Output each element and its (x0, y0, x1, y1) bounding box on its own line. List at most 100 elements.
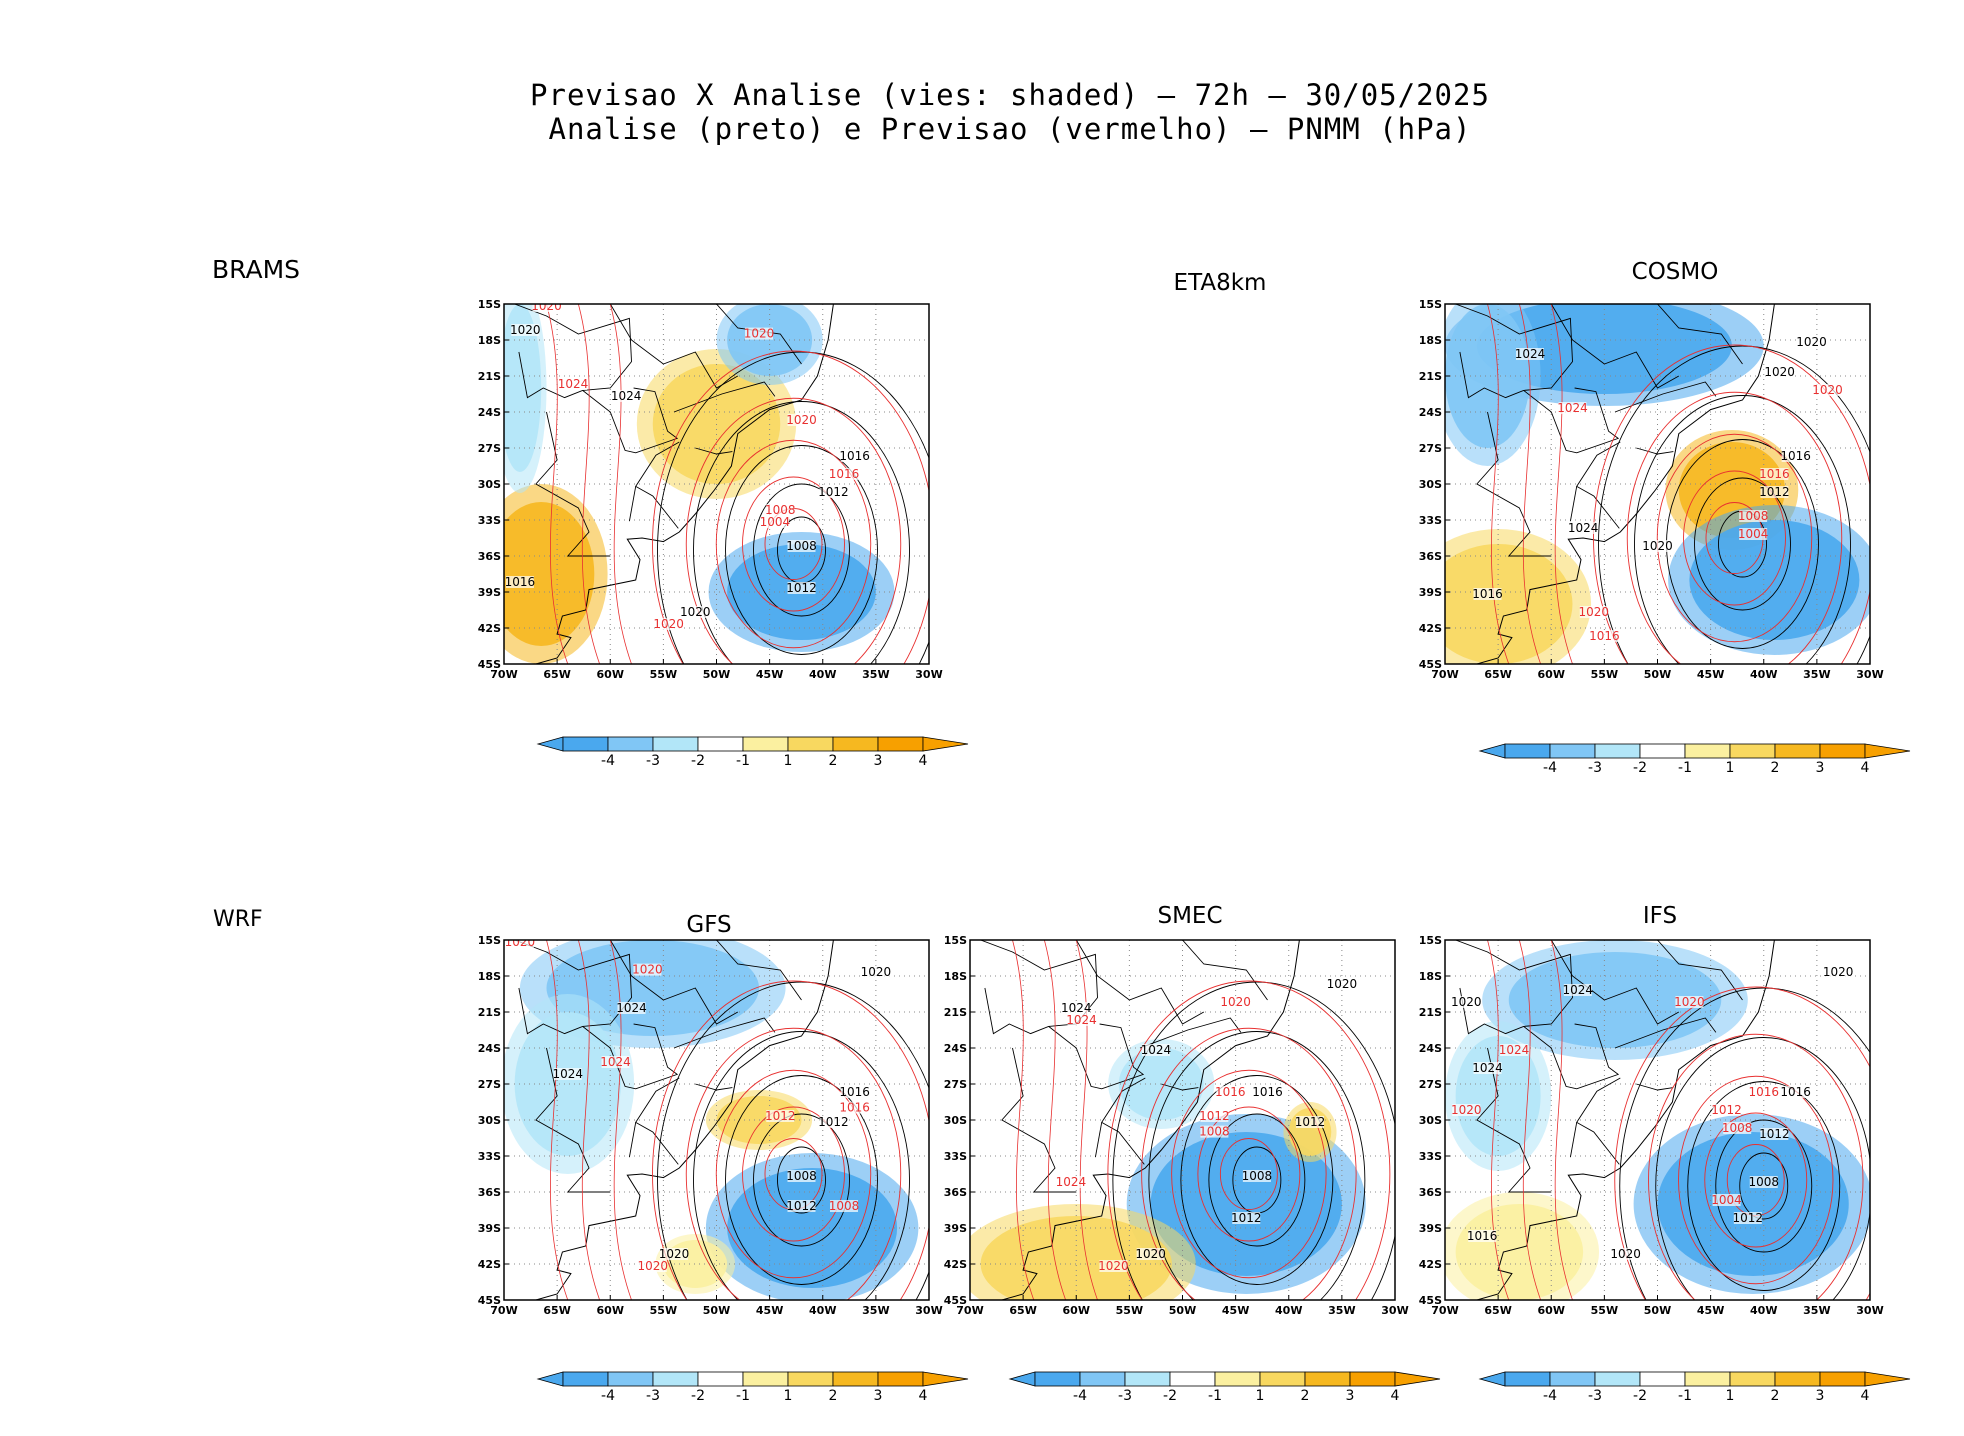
analysis-isobar-label: 1024 (1061, 1001, 1092, 1015)
colorbar-bin (1819, 743, 1866, 759)
forecast-isobar-label: 1004 (1711, 1193, 1742, 1207)
country-border (695, 1083, 733, 1091)
analysis-isobar-label: 1012 (786, 1199, 817, 1213)
forecast-isobar (1656, 433, 1813, 643)
colorbar-bin (1079, 1371, 1126, 1387)
lon-tick-label: 35W (862, 668, 889, 681)
lon-tick-label: 40W (1750, 1304, 1777, 1317)
analysis-isobar (1655, 1037, 1870, 1300)
lat-tick-label: 36S (478, 1186, 501, 1199)
analysis-isobar (1715, 1119, 1813, 1253)
analysis-isobar (1180, 1075, 1334, 1285)
analysis-isobar-label: 1016 (505, 575, 536, 589)
colorbar-arrow-low (536, 736, 564, 752)
analysis-isobar (725, 445, 878, 655)
colorbar-bin (1594, 1371, 1641, 1387)
colorbar-bin (877, 736, 924, 752)
forecast-isobar (1683, 470, 1786, 606)
colorbar-bin (1594, 743, 1641, 759)
lon-tick-label: 55W (650, 1304, 677, 1317)
lat-tick-label: 27S (1419, 442, 1442, 455)
forecast-isobar-label: 1020 (1220, 995, 1251, 1009)
forecast-isobar (685, 397, 902, 664)
forecast-isobar-label: 1024 (1557, 401, 1588, 415)
lon-tick-label: 35W (1803, 668, 1830, 681)
lat-tick-label: 18S (478, 970, 501, 983)
analysis-isobar-label: 1008 (786, 539, 817, 553)
lat-tick-label: 33S (478, 514, 501, 527)
colorbar-arrow-high (1864, 743, 1911, 759)
colorbar-arrow-high (922, 736, 969, 752)
bias-area (1445, 544, 1573, 664)
country-border (1569, 486, 1578, 522)
panel-title-ifs: IFS (1642, 903, 1678, 929)
colorbar-tick-label: 4 (919, 1388, 928, 1404)
lon-tick-label: 40W (1750, 668, 1777, 681)
country-border (1523, 1023, 1620, 1090)
colorbar-bin (1729, 743, 1776, 759)
lat-tick-label: 42S (1419, 1258, 1442, 1271)
analysis-isobar-label: 1024 (1515, 347, 1546, 361)
lat-tick-label: 42S (1419, 622, 1442, 635)
map-panel-gfs: 1020102410241016101210081012102010201020… (478, 934, 943, 1317)
analysis-isobar (725, 1075, 878, 1285)
forecast-isobar-label: 1020 (505, 935, 536, 949)
lat-tick-label: 30S (1419, 1114, 1442, 1127)
lon-tick-label: 65W (543, 1304, 570, 1317)
country-border (1476, 411, 1552, 557)
colorbar-cosmo: -4 -3 -2 -1 1 2 3 4 (1478, 743, 1911, 776)
lon-tick-label: 50W (1644, 1304, 1671, 1317)
colorbar-tick-label: 4 (1861, 760, 1870, 776)
country-border (1048, 1023, 1145, 1090)
forecast-isobar-label: 1020 (1674, 995, 1705, 1009)
analysis-isobar-label: 1020 (1764, 365, 1795, 379)
analysis-isobar (1694, 477, 1791, 611)
coastline (1476, 940, 1775, 1300)
forecast-isobar-label: 1004 (1738, 527, 1769, 541)
analysis-isobar-label: 1020 (1135, 1247, 1166, 1261)
map-panel-smec: 1020102410241016101210081012102010201024… (944, 934, 1409, 1317)
lat-tick-label: 45S (478, 1294, 501, 1307)
colorbar-bin (562, 736, 609, 752)
lon-tick-label: 65W (1484, 668, 1511, 681)
analysis-isobar (693, 401, 910, 664)
colorbar-tick-label: 2 (829, 753, 838, 769)
lat-tick-label: 15S (478, 934, 501, 947)
analysis-isobar-label: 1016 (1472, 587, 1503, 601)
forecast-isobar (546, 940, 569, 1300)
panel-title-eta8km: ETA8km (1173, 270, 1267, 296)
colorbar-tick-label: 4 (1391, 1388, 1400, 1404)
country-border (1094, 1122, 1103, 1158)
forecast-isobar (609, 304, 632, 664)
lon-tick-label: 45W (1697, 668, 1724, 681)
lat-tick-label: 15S (944, 934, 967, 947)
bias-area (1118, 1048, 1204, 1120)
map-plot-area: 1020102410241016101210081012102010201024… (970, 940, 1395, 1300)
analysis-isobar-label: 1024 (616, 1001, 647, 1015)
lon-tick-label: 40W (1275, 1304, 1302, 1317)
colorbar-bin (652, 1371, 699, 1387)
panel-title-smec: SMEC (1157, 903, 1223, 929)
lon-tick-label: 60W (1538, 1304, 1565, 1317)
colorbar-bin (1549, 743, 1596, 759)
analysis-isobar-label: 1012 (1759, 1127, 1790, 1141)
forecast-isobar (1141, 1027, 1357, 1300)
lon-tick-label: 30W (1856, 1304, 1883, 1317)
colorbar-tick-label: 4 (1861, 1388, 1870, 1404)
analysis-isobar-label: 1016 (839, 1085, 870, 1099)
country-border (582, 387, 679, 454)
lat-tick-label: 30S (944, 1114, 967, 1127)
coastline (504, 976, 505, 984)
forecast-isobar-label: 1016 (1748, 1085, 1779, 1099)
map-plot-area: 1020 1024 1020 1016 1012 1020 1024 1016 1020 1024… (1445, 304, 1870, 664)
lon-tick-label: 65W (543, 668, 570, 681)
lon-tick-label: 55W (1116, 1304, 1143, 1317)
country-border (535, 411, 611, 557)
lat-tick-label: 21S (478, 1006, 501, 1019)
forecast-isobar (1043, 940, 1067, 1300)
colorbar-tick-label: -1 (1208, 1388, 1222, 1404)
colorbar-bin (742, 736, 789, 752)
forecast-isobar-label: 1008 (765, 503, 796, 517)
lat-tick-label: 18S (478, 334, 501, 347)
country-border (1576, 1077, 1621, 1165)
